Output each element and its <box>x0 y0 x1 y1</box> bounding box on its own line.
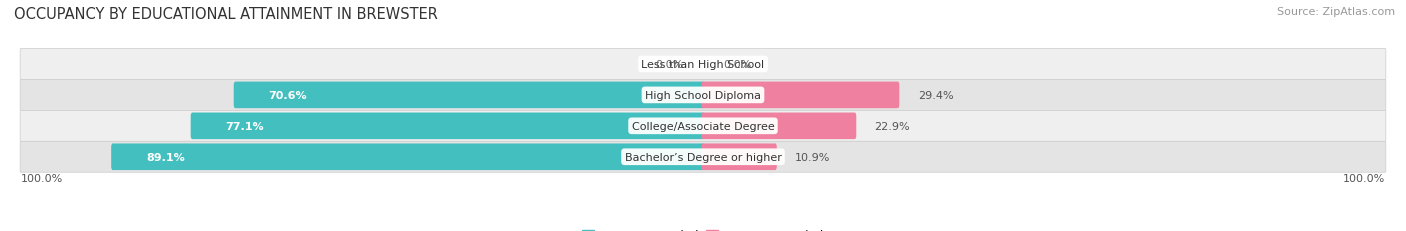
Text: 0.0%: 0.0% <box>655 60 683 70</box>
FancyBboxPatch shape <box>20 111 1386 142</box>
Text: Bachelor’s Degree or higher: Bachelor’s Degree or higher <box>624 152 782 162</box>
Text: 100.0%: 100.0% <box>1343 174 1385 184</box>
FancyBboxPatch shape <box>20 49 1386 80</box>
Legend: Owner-occupied, Renter-occupied: Owner-occupied, Renter-occupied <box>578 224 828 231</box>
Text: Source: ZipAtlas.com: Source: ZipAtlas.com <box>1277 7 1395 17</box>
Text: 100.0%: 100.0% <box>21 174 63 184</box>
Text: 22.9%: 22.9% <box>875 121 910 131</box>
Text: 0.0%: 0.0% <box>723 60 751 70</box>
Text: High School Diploma: High School Diploma <box>645 91 761 100</box>
FancyBboxPatch shape <box>191 113 704 140</box>
Text: College/Associate Degree: College/Associate Degree <box>631 121 775 131</box>
Text: Less than High School: Less than High School <box>641 60 765 70</box>
FancyBboxPatch shape <box>111 144 704 170</box>
Text: 77.1%: 77.1% <box>225 121 264 131</box>
Text: 10.9%: 10.9% <box>794 152 831 162</box>
FancyBboxPatch shape <box>20 80 1386 111</box>
FancyBboxPatch shape <box>702 144 776 170</box>
FancyBboxPatch shape <box>233 82 704 109</box>
FancyBboxPatch shape <box>20 142 1386 173</box>
Text: 29.4%: 29.4% <box>918 91 953 100</box>
Text: 70.6%: 70.6% <box>269 91 307 100</box>
Text: OCCUPANCY BY EDUCATIONAL ATTAINMENT IN BREWSTER: OCCUPANCY BY EDUCATIONAL ATTAINMENT IN B… <box>14 7 437 22</box>
FancyBboxPatch shape <box>702 82 900 109</box>
Text: 89.1%: 89.1% <box>146 152 184 162</box>
FancyBboxPatch shape <box>702 113 856 140</box>
